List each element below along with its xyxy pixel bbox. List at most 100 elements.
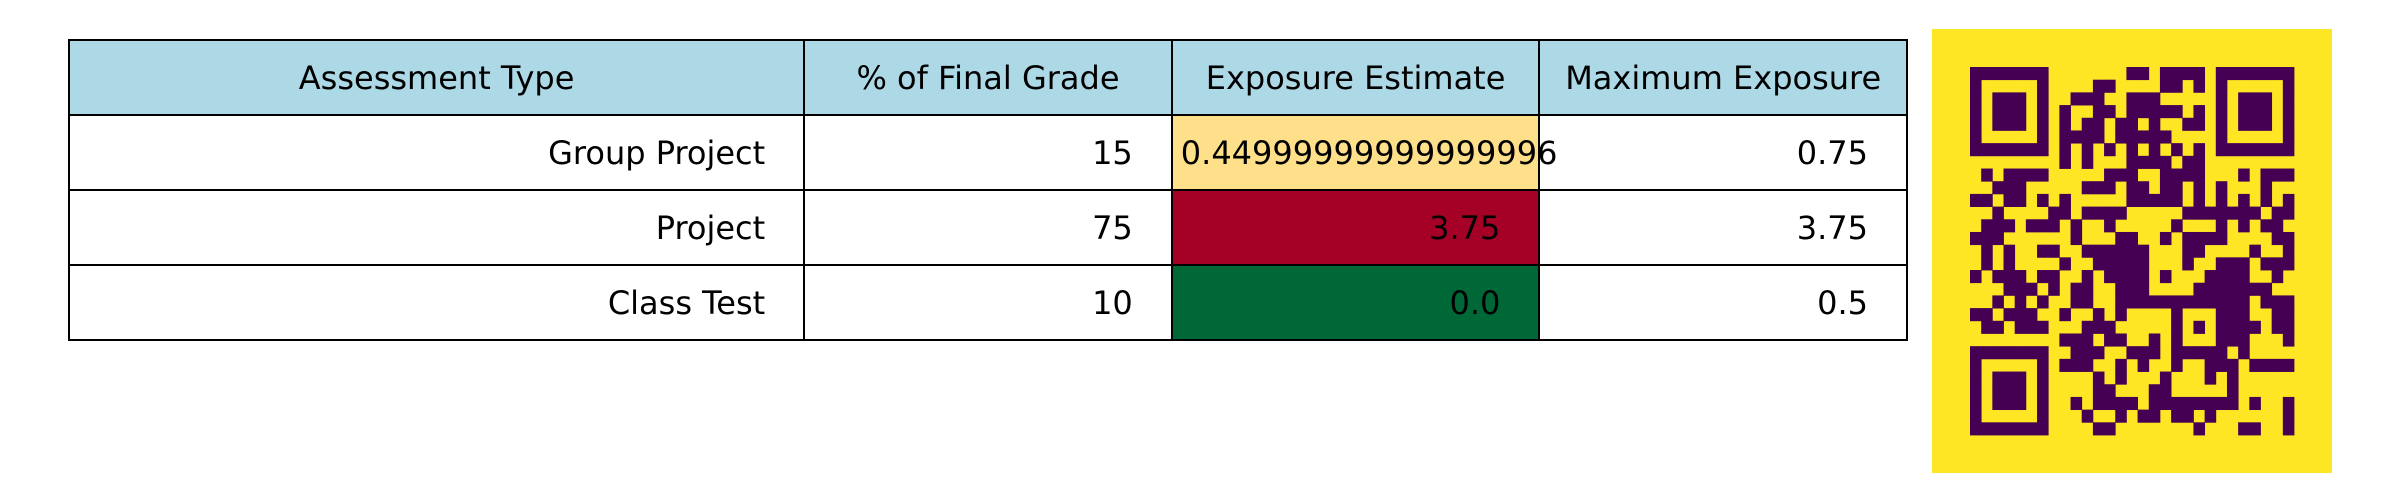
qr-module: [1970, 384, 1982, 398]
qr-module: [2037, 346, 2049, 360]
qr-module: [2081, 409, 2094, 423]
qr-module: [2193, 282, 2206, 296]
qr-module: [2092, 384, 2105, 398]
qr-module: [2037, 79, 2049, 93]
qr-module: [2059, 117, 2071, 131]
qr-module: [2148, 92, 2161, 106]
qr-module: [2092, 117, 2105, 131]
qr-module: [2238, 117, 2250, 131]
qr-module: [1981, 244, 1993, 258]
qr-module: [2126, 346, 2138, 360]
qr-module: [2215, 181, 2228, 195]
qr-module: [2104, 257, 2116, 271]
qr-module: [2081, 282, 2094, 296]
qr-module: [1970, 92, 1982, 106]
qr-module: [2260, 143, 2273, 157]
qr-module: [2171, 295, 2183, 309]
qr-module: [2014, 117, 2027, 131]
qr-module: [2115, 117, 2127, 131]
qr-module: [2282, 320, 2295, 334]
qr-module: [2003, 219, 2016, 233]
qr-module: [2014, 384, 2027, 398]
qr-module: [2081, 143, 2094, 157]
qr-module: [2037, 358, 2049, 372]
qr-module: [1992, 143, 2004, 157]
qr-module: [2081, 117, 2094, 131]
qr-module: [2193, 320, 2206, 334]
qr-module: [2037, 409, 2049, 423]
qr-module: [2193, 244, 2206, 258]
qr-module: [2260, 117, 2273, 131]
qr-module: [2115, 244, 2127, 258]
qr-module: [2249, 320, 2261, 334]
qr-module: [2070, 231, 2083, 246]
qr-module: [2048, 206, 2060, 220]
qr-module: [2104, 244, 2116, 258]
qr-module: [2226, 257, 2239, 271]
qr-module: [2037, 371, 2049, 385]
qr-module: [2282, 168, 2295, 182]
qr-module: [2282, 193, 2295, 207]
qr-module: [2159, 371, 2172, 385]
qr-module: [2048, 244, 2060, 258]
qr-module: [2126, 181, 2138, 195]
qr-module: [2115, 371, 2127, 385]
qr-module: [2260, 181, 2273, 195]
qr-module: [1970, 422, 1982, 436]
qr-module: [2159, 396, 2172, 411]
qr-module: [2238, 67, 2250, 81]
qr-module: [2238, 333, 2250, 347]
qr-module: [2115, 282, 2127, 296]
qr-module: [1981, 193, 1993, 207]
qr-module: [2092, 79, 2105, 93]
qr-module: [2003, 257, 2016, 271]
qr-module: [2159, 270, 2172, 284]
qr-code: [1932, 29, 2332, 473]
qr-module: [2059, 143, 2071, 157]
qr-module: [2014, 92, 2027, 106]
qr-module: [2092, 105, 2105, 119]
qr-module: [2037, 67, 2049, 81]
qr-module: [1992, 346, 2004, 360]
qr-module: [2148, 396, 2161, 411]
qr-module: [2271, 270, 2284, 284]
qr-module: [1970, 371, 1982, 385]
qr-module: [2238, 308, 2250, 322]
qr-module: [2081, 346, 2094, 360]
qr-module: [2014, 270, 2027, 284]
qr-module: [2215, 231, 2228, 246]
qr-module: [2025, 282, 2038, 296]
qr-module: [2282, 67, 2295, 81]
qr-module: [2260, 105, 2273, 119]
qr-module: [2115, 396, 2127, 411]
percent-cell: 15: [803, 114, 1173, 191]
qr-module: [2137, 155, 2150, 169]
qr-module: [2081, 244, 2094, 258]
qr-module: [2182, 231, 2194, 246]
qr-module: [2003, 308, 2016, 322]
qr-module: [2025, 143, 2038, 157]
qr-module: [2037, 219, 2049, 233]
qr-module: [1992, 117, 2004, 131]
qr-module: [2148, 105, 2161, 119]
table-row: Group Project 15 0.44999999999999996 0.7…: [67, 114, 1908, 191]
qr-module: [2137, 244, 2150, 258]
qr-module: [2193, 396, 2206, 411]
qr-module: [2182, 206, 2194, 220]
qr-module: [2126, 193, 2138, 207]
qr-module: [2171, 308, 2183, 322]
qr-module: [2249, 67, 2261, 81]
qr-module: [1992, 384, 2004, 398]
qr-module: [2126, 155, 2138, 169]
qr-module: [1981, 143, 1993, 157]
qr-module: [2282, 333, 2295, 347]
qr-module: [2104, 270, 2116, 284]
qr-module: [2003, 67, 2016, 81]
qr-module: [2215, 333, 2228, 347]
qr-module: [2249, 105, 2261, 119]
qr-module: [2148, 333, 2161, 347]
qr-module: [2204, 396, 2217, 411]
qr-module: [1981, 320, 1993, 334]
qr-module: [2215, 282, 2228, 296]
qr-module: [2126, 231, 2138, 246]
